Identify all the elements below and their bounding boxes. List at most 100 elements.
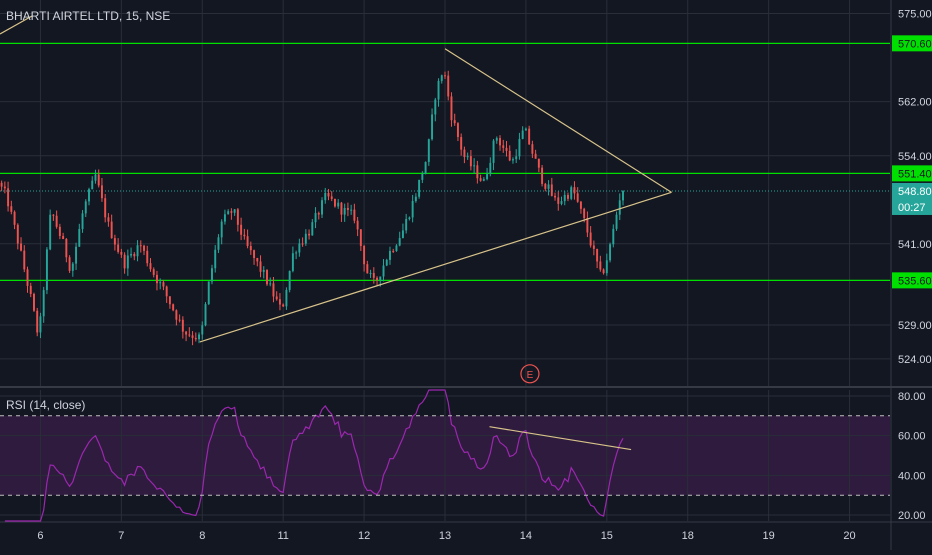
candle-body[interactable]	[198, 334, 201, 340]
candle-body[interactable]	[495, 138, 498, 141]
candle-body[interactable]	[91, 180, 94, 190]
candle-body[interactable]	[45, 249, 48, 291]
candle-body[interactable]	[240, 224, 243, 235]
level-price-tag[interactable]	[892, 272, 932, 289]
candle-body[interactable]	[97, 174, 100, 186]
candle-body[interactable]	[33, 293, 35, 311]
candle-body[interactable]	[554, 195, 557, 198]
candle-body[interactable]	[359, 229, 362, 246]
level-price-tag[interactable]	[892, 35, 932, 52]
candle-body[interactable]	[58, 226, 61, 237]
candle-body[interactable]	[599, 261, 602, 270]
candle-body[interactable]	[130, 253, 133, 256]
candle-body[interactable]	[278, 299, 281, 305]
candle-body[interactable]	[405, 218, 408, 231]
candle-body[interactable]	[152, 269, 155, 275]
last-price-tag[interactable]	[892, 182, 932, 215]
candle-body[interactable]	[615, 214, 618, 229]
candle-body[interactable]	[214, 249, 217, 269]
candle-body[interactable]	[188, 334, 191, 336]
candle-body[interactable]	[324, 192, 327, 201]
candle-body[interactable]	[528, 128, 531, 145]
candle-body[interactable]	[466, 156, 469, 158]
candle-body[interactable]	[511, 159, 514, 161]
level-price-tag[interactable]	[892, 165, 932, 182]
candle-body[interactable]	[531, 144, 534, 154]
candle-body[interactable]	[350, 209, 353, 211]
candle-body[interactable]	[389, 250, 391, 260]
candle-body[interactable]	[431, 114, 434, 140]
candle-body[interactable]	[246, 236, 249, 247]
candle-body[interactable]	[165, 286, 168, 297]
candle-body[interactable]	[62, 236, 65, 239]
event-marker-icon[interactable]	[520, 364, 540, 384]
candle-body[interactable]	[236, 209, 239, 225]
candle-body[interactable]	[65, 238, 68, 258]
candle-body[interactable]	[155, 274, 158, 284]
candle-body[interactable]	[149, 263, 152, 270]
candle-body[interactable]	[363, 245, 366, 265]
candle-body[interactable]	[602, 269, 605, 274]
candle-body[interactable]	[440, 75, 443, 81]
candle-body[interactable]	[502, 145, 505, 148]
candle-body[interactable]	[49, 214, 52, 250]
candle-body[interactable]	[223, 214, 226, 222]
candle-body[interactable]	[382, 265, 385, 277]
candle-body[interactable]	[592, 245, 595, 249]
candle-body[interactable]	[295, 252, 298, 254]
candle-body[interactable]	[123, 254, 126, 269]
candle-body[interactable]	[194, 337, 197, 340]
candle-body[interactable]	[508, 150, 511, 161]
candle-body[interactable]	[576, 193, 579, 202]
candle-body[interactable]	[518, 138, 521, 157]
candle-body[interactable]	[259, 261, 262, 272]
candle-body[interactable]	[201, 325, 204, 335]
candle-body[interactable]	[159, 282, 162, 284]
candle-body[interactable]	[418, 179, 421, 197]
candle-body[interactable]	[266, 270, 268, 285]
candle-body[interactable]	[55, 215, 58, 227]
candle-body[interactable]	[427, 139, 430, 162]
candle-body[interactable]	[450, 96, 453, 121]
candle-body[interactable]	[10, 206, 13, 212]
candle-body[interactable]	[482, 179, 485, 181]
candle-body[interactable]	[181, 319, 184, 332]
candle-body[interactable]	[282, 304, 285, 307]
candle-body[interactable]	[227, 211, 230, 215]
candle-body[interactable]	[353, 209, 356, 221]
candle-body[interactable]	[379, 276, 382, 281]
candle-body[interactable]	[401, 230, 404, 239]
candle-body[interactable]	[560, 201, 563, 204]
trendline[interactable]	[444, 48, 672, 193]
candle-body[interactable]	[23, 250, 26, 270]
candle-body[interactable]	[589, 232, 592, 246]
candle-body[interactable]	[162, 282, 165, 287]
candle-body[interactable]	[612, 228, 615, 245]
candle-body[interactable]	[460, 137, 463, 150]
candle-body[interactable]	[146, 250, 149, 264]
candle-body[interactable]	[78, 229, 81, 247]
candle-body[interactable]	[298, 243, 301, 253]
rsi-indicator-label[interactable]: RSI (14, close)	[6, 398, 86, 412]
candle-body[interactable]	[113, 238, 116, 245]
candle-body[interactable]	[453, 120, 456, 124]
candle-body[interactable]	[618, 200, 621, 215]
rsi-trendline[interactable]	[489, 426, 632, 451]
candle-body[interactable]	[408, 217, 411, 219]
candle-body[interactable]	[444, 75, 446, 77]
candle-body[interactable]	[557, 197, 560, 204]
candle-body[interactable]	[143, 245, 145, 251]
candle-body[interactable]	[321, 200, 323, 215]
candle-body[interactable]	[521, 130, 524, 139]
candle-body[interactable]	[311, 222, 314, 236]
candle-body[interactable]	[317, 213, 320, 215]
candle-body[interactable]	[88, 189, 90, 202]
candle-body[interactable]	[220, 221, 223, 238]
candle-body[interactable]	[605, 260, 608, 274]
candle-body[interactable]	[573, 187, 576, 194]
candle-body[interactable]	[447, 75, 450, 97]
candle-body[interactable]	[185, 331, 188, 335]
candle-body[interactable]	[249, 246, 252, 251]
candle-body[interactable]	[434, 99, 437, 115]
candle-body[interactable]	[505, 147, 508, 151]
